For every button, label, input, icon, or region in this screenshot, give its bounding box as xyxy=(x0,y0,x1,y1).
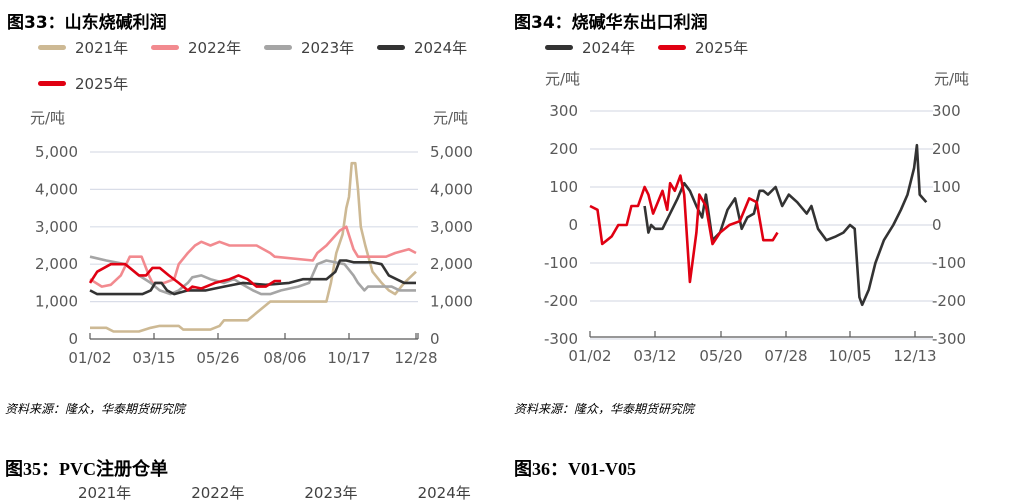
legend-swatch xyxy=(38,81,66,86)
legend-label: 2023年 xyxy=(301,39,355,57)
legend-swatch xyxy=(545,45,573,50)
y-tick-label-left: 1,000 xyxy=(35,293,78,311)
legend-label: 2025年 xyxy=(695,39,749,57)
y-tick-label-left: 4,000 xyxy=(35,180,78,198)
chart1-y-unit-right: 元/吨 xyxy=(433,109,469,127)
legend-label: 2025年 xyxy=(75,75,129,93)
y-tick-label-left: 100 xyxy=(549,178,578,196)
y-tick-label-right: -100 xyxy=(932,254,966,272)
legend-swatch xyxy=(377,45,405,50)
legend-label: 2024年 xyxy=(582,39,636,57)
y-tick-label-left: 200 xyxy=(549,140,578,158)
y-tick-label-left: 0 xyxy=(568,216,578,234)
y-tick-label-left: 2,000 xyxy=(35,255,78,273)
legend-item-2023: 2023年 xyxy=(264,37,354,58)
x-tick-label: 10/17 xyxy=(327,349,370,367)
legend-swatch xyxy=(38,45,66,50)
y-tick-label-right: 0 xyxy=(430,330,440,348)
legend-label: 2024年 xyxy=(414,39,468,57)
legend-swatch xyxy=(151,45,179,50)
y-tick-label-right: 200 xyxy=(932,140,961,158)
series-line-2024 xyxy=(89,259,416,296)
chart1-source: 资料来源：隆众，华泰期货研究院 xyxy=(5,402,186,416)
chart2-y-unit-left: 元/吨 xyxy=(545,70,581,88)
y-tick-label-right: 2,000 xyxy=(430,255,473,273)
chart2-source: 资料来源：隆众，华泰期货研究院 xyxy=(514,402,695,416)
legend-item-2024: 2024年 xyxy=(377,37,467,58)
series-line-2021 xyxy=(90,161,417,333)
x-tick-label: 03/15 xyxy=(132,349,175,367)
x-tick-label: 12/28 xyxy=(394,349,437,367)
legend-item-2024: 2024年 xyxy=(545,37,635,58)
series-line-2025 xyxy=(589,174,779,284)
x-tick-label: 12/13 xyxy=(893,347,936,365)
series-line-2023 xyxy=(89,255,416,296)
x-tick-label: 01/02 xyxy=(568,347,611,365)
chart2-title: 图34：烧碱华东出口利润 xyxy=(514,13,708,33)
y-tick-label-right: 100 xyxy=(932,178,961,196)
figure35-title: 图35：PVC注册仓单 xyxy=(5,459,168,479)
legend-item-2025: 2025年 xyxy=(658,37,748,58)
x-tick-label: 01/02 xyxy=(68,349,111,367)
legend-label: 2021年 xyxy=(75,39,129,57)
y-tick-label-left: -100 xyxy=(544,254,578,272)
y-tick-label-left: -200 xyxy=(544,292,578,310)
series-line-2025 xyxy=(88,262,282,292)
legend-swatch xyxy=(264,45,292,50)
y-tick-label-right: 4,000 xyxy=(430,180,473,198)
y-tick-label-right: -300 xyxy=(932,330,966,348)
series-line-2024 xyxy=(643,143,928,307)
series-line-2022 xyxy=(89,225,417,288)
y-tick-label-left: 5,000 xyxy=(35,143,78,161)
legend-swatch xyxy=(658,45,686,50)
chart2-y-unit-right: 元/吨 xyxy=(934,70,970,88)
figure36-title: 图36：V01-V05 xyxy=(514,459,636,479)
y-tick-label-left: 300 xyxy=(549,102,578,120)
legend-label: 2022年 xyxy=(188,39,242,57)
y-tick-label-right: -200 xyxy=(932,292,966,310)
y-tick-label-right: 0 xyxy=(932,216,942,234)
y-tick-label-left: 3,000 xyxy=(35,218,78,236)
x-tick-label: 08/06 xyxy=(263,349,306,367)
x-tick-label: 07/28 xyxy=(764,347,807,365)
x-tick-label: 05/20 xyxy=(699,347,742,365)
x-tick-label: 03/12 xyxy=(633,347,676,365)
legend-item-2022: 2022年 xyxy=(151,37,241,58)
x-tick-label: 05/26 xyxy=(196,349,239,367)
chart1-title: 图33：山东烧碱利润 xyxy=(7,13,167,33)
legend-item-2021: 2021年 xyxy=(38,37,128,58)
chart1-y-unit-left: 元/吨 xyxy=(30,109,66,127)
legend-item-2025: 2025年 xyxy=(38,73,128,94)
y-tick-label-right: 5,000 xyxy=(430,143,473,161)
y-tick-label-right: 1,000 xyxy=(430,293,473,311)
y-tick-label-right: 3,000 xyxy=(430,218,473,236)
x-tick-label: 10/05 xyxy=(828,347,871,365)
y-tick-label-right: 300 xyxy=(932,102,961,120)
y-tick-label-left: 0 xyxy=(68,330,78,348)
y-tick-label-left: -300 xyxy=(544,330,578,348)
